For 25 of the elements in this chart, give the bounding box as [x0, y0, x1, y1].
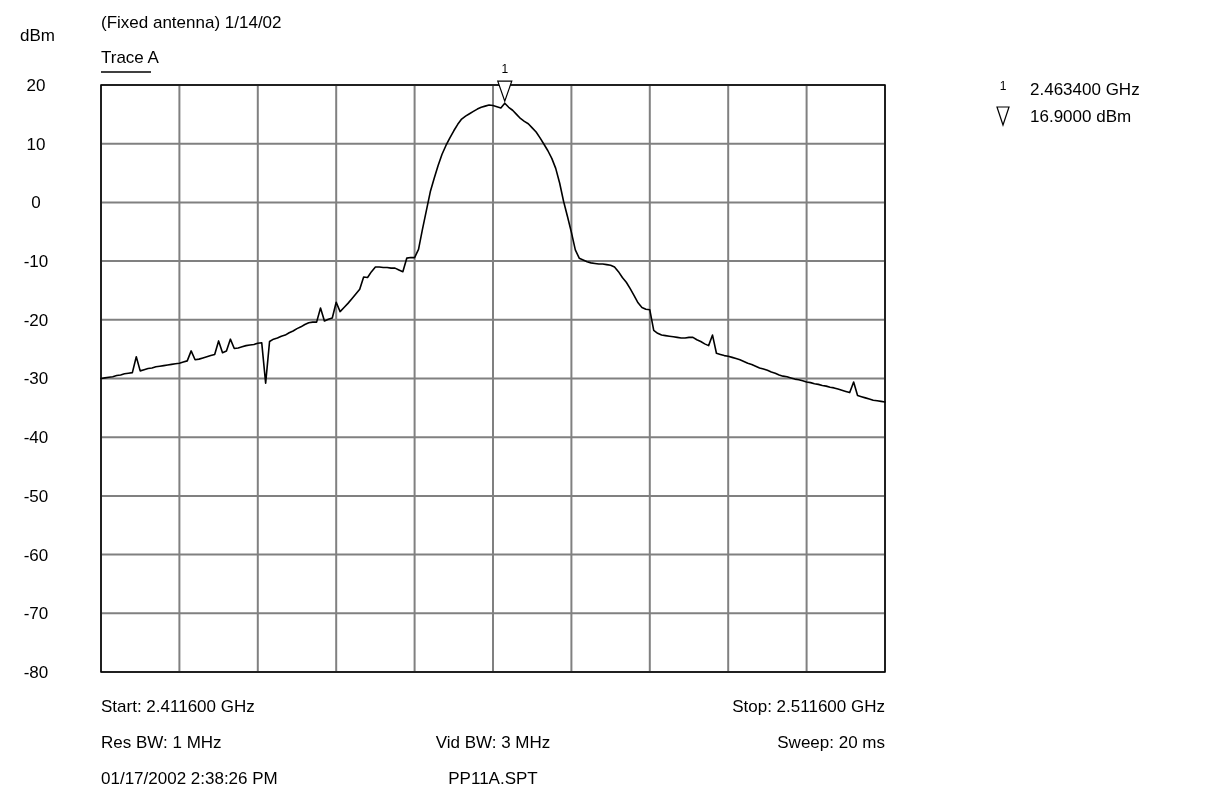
y-axis-title: dBm — [20, 26, 55, 45]
y-tick-label: -70 — [23, 604, 49, 624]
y-tick-label: 10 — [26, 134, 46, 154]
chart-title: (Fixed antenna) 1/14/02 — [101, 13, 282, 32]
text: 1 — [501, 62, 509, 77]
y-tick-label: -30 — [23, 369, 49, 389]
y-tick-label: -80 — [23, 662, 49, 682]
text: 2.463400 GHz — [1030, 80, 1140, 99]
text: Start: 2.411600 GHz — [101, 697, 255, 716]
y-tick-label: -40 — [23, 428, 49, 448]
text: Sweep: 20 ms — [777, 733, 885, 752]
y-tick-label: 20 — [26, 75, 46, 95]
y-tick-label: -20 — [23, 310, 49, 330]
text: Res BW: 1 MHz — [101, 733, 222, 752]
y-tick-label: -50 — [23, 486, 49, 506]
y-tick-label: 0 — [31, 193, 41, 213]
y-tick-label: -60 — [23, 545, 49, 565]
text: 01/17/2002 2:38:26 PM — [101, 769, 278, 788]
text: Vid BW: 3 MHz — [435, 733, 551, 752]
y-tick-label: -10 — [23, 252, 49, 272]
text: 1 — [999, 79, 1007, 93]
text: PP11A.SPT — [448, 769, 538, 788]
text: Trace A — [101, 48, 160, 67]
text: Stop: 2.511600 GHz — [732, 697, 885, 716]
text: 16.9000 dBm — [1030, 107, 1132, 126]
